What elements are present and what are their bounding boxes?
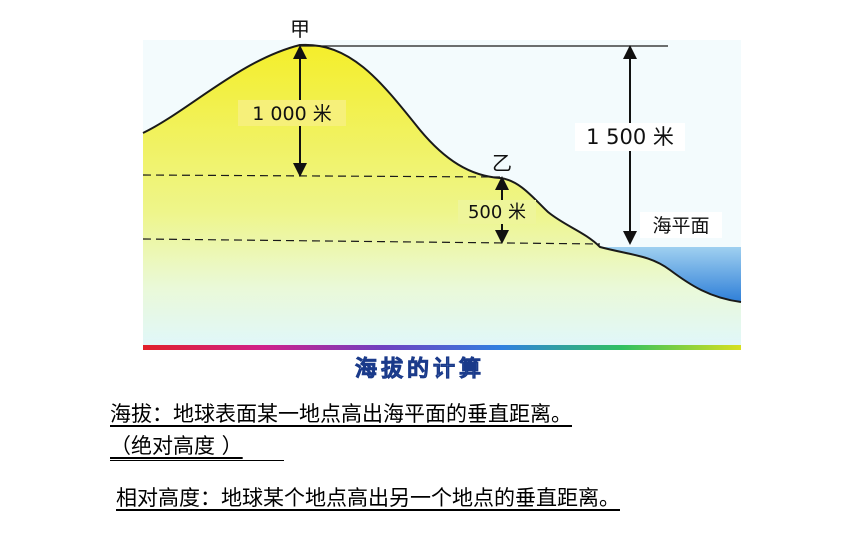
altitude-diagram: 甲 乙 1 000 米 500 米 1 500 米 海平面 海拔的计算 [142,17,742,382]
label-bg-1500m [575,123,685,151]
label-peak-jia: 甲 [290,17,310,41]
label-sea-level: 海平面 [652,215,709,237]
definition-relative-height: 相对高度：地球某个地点高出另一个地点的垂直距离。 [116,486,620,510]
label-1500m: 1 500 米 [586,125,674,149]
label-1000m: 1 000 米 [252,103,331,125]
label-bg-1000m [238,100,346,126]
underline-note-extension [110,460,284,461]
yi-level-dashed-line [142,174,501,178]
definition-altitude: 海拔：地球表面某一地点高出海平面的垂直距离。 [110,402,572,426]
label-point-yi: 乙 [492,151,512,175]
rainbow-strip [143,345,741,350]
definition-altitude-note: （绝对高度 ） [110,434,243,458]
sea-level-dashed-line [142,238,601,245]
label-bg-500m [458,200,536,224]
label-500m: 500 米 [468,202,526,223]
label-bg-sea-level [640,212,722,238]
diagram-caption: 海拔的计算 [355,356,485,382]
